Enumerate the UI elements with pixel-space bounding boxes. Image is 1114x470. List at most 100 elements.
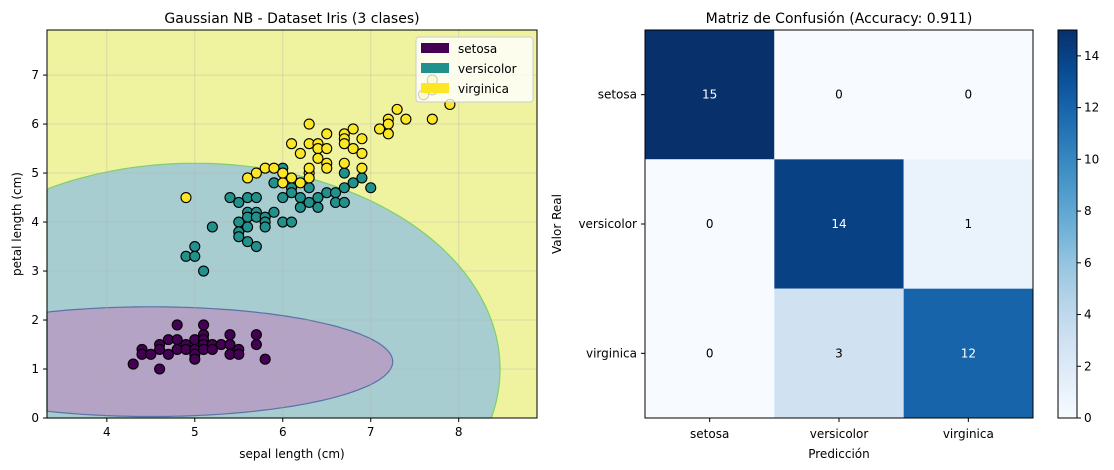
point-versicolor — [303, 196, 315, 208]
x-tick-label: 7 — [367, 425, 375, 439]
point-versicolor — [365, 182, 377, 194]
point-versicolor — [189, 250, 201, 262]
legend-swatch-virginica — [421, 83, 449, 93]
colorbar-bar — [1057, 29, 1078, 419]
point-setosa — [145, 348, 157, 360]
point-virginica — [286, 138, 298, 150]
legend-label-setosa: setosa — [458, 42, 497, 56]
point-virginica — [268, 162, 280, 174]
heatmap-cell — [645, 30, 775, 160]
heatmap-cell — [645, 288, 775, 418]
point-virginica — [382, 118, 394, 130]
scatter-axes: 4 5 6 7 8 0 1 2 3 4 5 6 7 — [31, 29, 538, 439]
point-versicolor — [198, 265, 210, 277]
point-versicolor — [312, 201, 324, 213]
heatmap-xlabel: Predicción — [808, 447, 870, 461]
y-tick-label: 3 — [31, 264, 39, 278]
point-virginica — [294, 177, 306, 189]
colorbar-tick-label: 6 — [1084, 256, 1092, 270]
heatmap-cell — [774, 288, 904, 418]
legend-label-versicolor: versicolor — [458, 62, 517, 76]
point-setosa — [154, 343, 166, 355]
cell-value: 12 — [961, 346, 976, 360]
point-virginica — [294, 147, 306, 160]
point-versicolor — [242, 236, 254, 248]
point-virginica — [303, 162, 315, 174]
point-virginica — [321, 128, 333, 140]
point-setosa — [189, 353, 201, 365]
point-virginica — [382, 128, 394, 140]
point-setosa — [198, 319, 210, 331]
y-tick-label: 4 — [31, 215, 39, 229]
x-tick-label: 5 — [191, 425, 199, 439]
point-virginica — [338, 138, 350, 150]
point-virginica — [180, 191, 192, 204]
point-virginica — [356, 133, 368, 145]
point-setosa — [127, 358, 139, 370]
x-tick-label: virginica — [943, 427, 994, 441]
y-tick-label: 7 — [31, 68, 39, 82]
point-setosa — [154, 363, 166, 375]
heatmap-ylabel: Valor Real — [550, 194, 564, 254]
point-virginica — [303, 118, 315, 130]
cell-value: 15 — [702, 88, 717, 102]
point-virginica — [277, 167, 289, 179]
cell-value: 0 — [835, 88, 843, 102]
point-versicolor — [338, 196, 350, 208]
point-virginica — [286, 172, 298, 184]
point-setosa — [250, 338, 262, 351]
colorbar-tick-label: 0 — [1084, 411, 1092, 425]
point-setosa — [224, 329, 236, 341]
point-versicolor — [347, 177, 359, 189]
y-tick-label: 5 — [31, 166, 39, 180]
scatter-xlabel: sepal length (cm) — [239, 447, 344, 461]
scatter-title: Gaussian NB - Dataset Iris (3 clases) — [164, 11, 419, 27]
y-tick-label: 2 — [31, 313, 39, 327]
point-setosa — [259, 353, 271, 365]
heatmap-cell — [774, 159, 904, 289]
heatmap-frame — [644, 29, 1034, 419]
point-virginica — [303, 172, 315, 184]
x-tick-label: 6 — [279, 425, 287, 439]
point-versicolor — [338, 182, 350, 194]
legend-swatch-versicolor — [421, 63, 449, 73]
point-virginica — [373, 123, 386, 135]
point-versicolor — [206, 221, 218, 233]
heatmap-cell — [774, 30, 904, 160]
point-setosa — [162, 348, 174, 360]
point-virginica — [391, 103, 403, 115]
legend: setosa versicolor virginica — [415, 36, 534, 103]
point-virginica — [242, 172, 254, 184]
heatmap-title: Matriz de Confusión (Accuracy: 0.911) — [706, 11, 973, 27]
point-versicolor — [233, 196, 245, 208]
point-virginica — [356, 147, 368, 160]
x-tick-label: 8 — [455, 425, 463, 439]
colorbar: 0 2 4 6 8 10 12 14 — [1057, 29, 1099, 425]
point-versicolor — [189, 240, 201, 253]
point-versicolor — [242, 221, 254, 233]
cell-value: 0 — [706, 217, 714, 231]
heatmap-cell — [645, 159, 775, 289]
heatmap-cell — [903, 30, 1033, 160]
cell-value: 3 — [835, 346, 843, 360]
colorbar-tick-label: 14 — [1084, 49, 1099, 63]
point-virginica — [338, 157, 350, 169]
colorbar-tick-label: 12 — [1084, 101, 1099, 115]
heatmap-cell — [903, 159, 1033, 289]
point-versicolor — [277, 191, 289, 204]
point-versicolor — [250, 191, 262, 204]
point-versicolor — [224, 191, 236, 204]
colorbar-tick-label: 2 — [1084, 359, 1092, 373]
scatter-frame — [46, 29, 538, 419]
y-tick-label: 1 — [31, 362, 39, 376]
point-versicolor — [259, 221, 271, 233]
point-virginica — [356, 162, 368, 174]
point-setosa — [250, 329, 262, 341]
point-versicolor — [294, 201, 306, 213]
point-virginica — [426, 113, 438, 125]
point-setosa — [206, 343, 218, 355]
point-virginica — [347, 143, 359, 155]
colorbar-tick-label: 4 — [1084, 308, 1092, 322]
